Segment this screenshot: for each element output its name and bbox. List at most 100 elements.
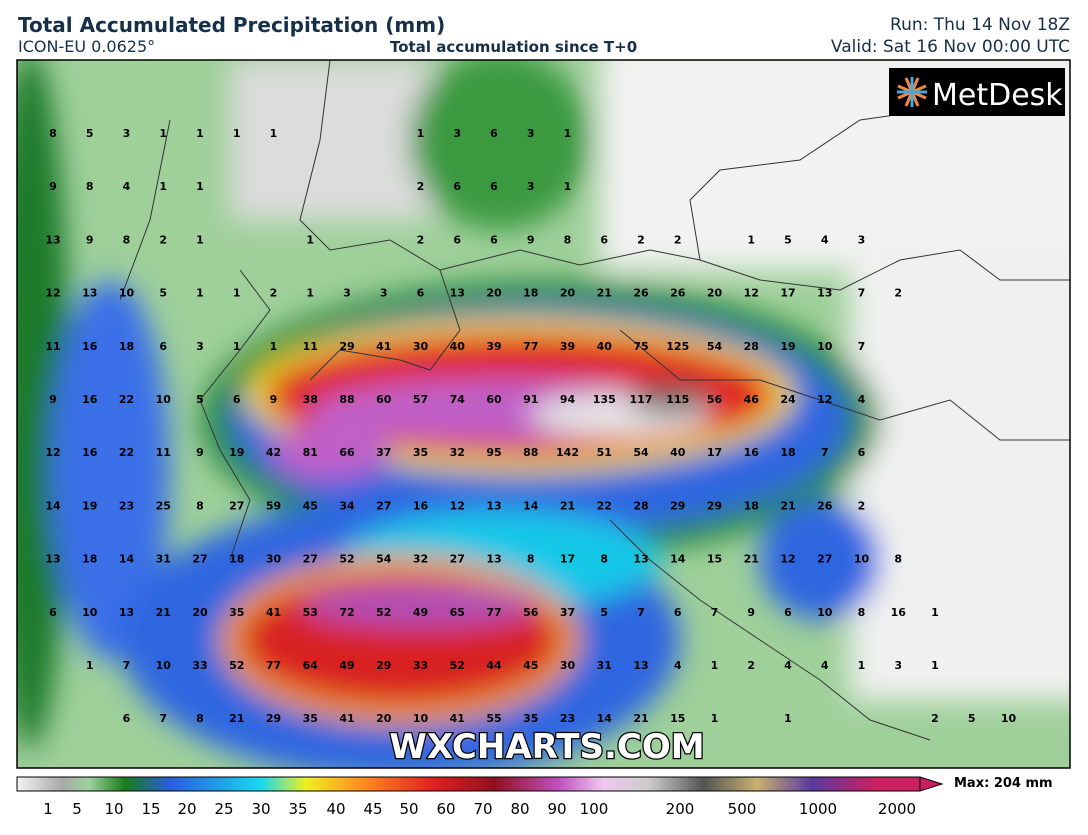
grid-value: 54 (707, 340, 723, 353)
grid-value: 7 (821, 446, 829, 459)
grid-value: 6 (490, 180, 498, 193)
grid-value: 1 (159, 127, 167, 140)
grid-value: 1 (931, 606, 939, 619)
grid-value: 19 (780, 340, 795, 353)
grid-value: 1 (196, 180, 204, 193)
grid-value: 21 (156, 606, 171, 619)
colorbar-label: 500 (728, 800, 757, 818)
colorbar-extend (919, 776, 944, 792)
grid-value: 53 (303, 606, 318, 619)
grid-value: 125 (666, 340, 689, 353)
grid-value: 39 (486, 340, 501, 353)
grid-value: 27 (303, 553, 318, 566)
grid-value: 7 (711, 606, 719, 619)
grid-value: 7 (858, 287, 866, 300)
grid-value: 8 (527, 553, 535, 566)
grid-value: 10 (1001, 712, 1017, 725)
grid-value: 2 (270, 287, 278, 300)
grid-value: 2 (674, 233, 682, 246)
grid-value: 29 (376, 659, 391, 672)
grid-value: 142 (556, 446, 579, 459)
grid-value: 14 (597, 712, 613, 725)
grid-value: 17 (560, 553, 575, 566)
grid-value: 91 (523, 393, 538, 406)
grid-value: 18 (82, 553, 97, 566)
grid-value: 5 (600, 606, 608, 619)
grid-value: 6 (417, 287, 425, 300)
grid-value: 65 (450, 606, 465, 619)
grid-value: 6 (784, 606, 792, 619)
colorbar-label: 40 (326, 800, 345, 818)
grid-value: 23 (119, 499, 134, 512)
grid-value: 19 (82, 499, 97, 512)
colorbar-label: 200 (666, 800, 695, 818)
grid-value: 13 (45, 553, 60, 566)
grid-value: 1 (270, 127, 278, 140)
grid-value: 30 (413, 340, 429, 353)
grid-value: 8 (123, 233, 131, 246)
grid-value: 12 (45, 287, 60, 300)
grid-value: 40 (450, 340, 466, 353)
grid-value: 6 (233, 393, 241, 406)
grid-value: 40 (670, 446, 686, 459)
colorbar-label: 70 (473, 800, 492, 818)
grid-value: 20 (486, 287, 502, 300)
grid-value: 9 (86, 233, 94, 246)
colorbar-label: 25 (214, 800, 233, 818)
grid-value: 5 (196, 393, 204, 406)
grid-value: 6 (159, 340, 167, 353)
grid-value: 9 (49, 180, 57, 193)
grid-value: 52 (229, 659, 244, 672)
grid-value: 2 (894, 287, 902, 300)
grid-value: 37 (560, 606, 575, 619)
grid-value: 21 (597, 287, 612, 300)
grid-value: 117 (630, 393, 653, 406)
logo-text: MetDesk (932, 78, 1063, 113)
grid-value: 2 (637, 233, 645, 246)
grid-value: 30 (266, 553, 282, 566)
grid-value: 11 (45, 340, 60, 353)
colorbar-label: 60 (436, 800, 455, 818)
title: Total Accumulated Precipitation (mm) (18, 13, 446, 37)
grid-value: 3 (453, 127, 461, 140)
grid-value: 33 (413, 659, 428, 672)
grid-value: 3 (380, 287, 388, 300)
grid-value: 8 (894, 553, 902, 566)
grid-value: 27 (229, 499, 244, 512)
colorbar-label: 50 (399, 800, 418, 818)
grid-value: 6 (453, 233, 461, 246)
colorbar-label: 35 (288, 800, 307, 818)
grid-value: 27 (450, 553, 465, 566)
colorbar-label: 1 (43, 800, 53, 818)
grid-value: 13 (119, 606, 134, 619)
grid-value: 5 (968, 712, 976, 725)
grid-value: 8 (196, 712, 204, 725)
grid-value: 34 (339, 499, 355, 512)
grid-value: 4 (784, 659, 792, 672)
grid-value: 4 (123, 180, 131, 193)
grid-value: 1 (233, 340, 241, 353)
grid-value: 45 (523, 659, 538, 672)
grid-value: 20 (560, 287, 576, 300)
valid-time: Valid: Sat 16 Nov 00:00 UTC (830, 37, 1070, 57)
grid-value: 13 (45, 233, 60, 246)
grid-value: 31 (597, 659, 612, 672)
grid-value: 41 (450, 712, 465, 725)
colorbar-labels: 1 5 10 15 20 25 30 35 40 45 50 60 70 80 90 100 200 500 100… (43, 800, 916, 818)
grid-value: 1 (564, 180, 572, 193)
grid-value: 8 (86, 180, 94, 193)
grid-value: 22 (119, 393, 134, 406)
grid-value: 12 (817, 393, 832, 406)
grid-value: 4 (858, 393, 866, 406)
grid-value: 45 (303, 499, 318, 512)
grid-value: 9 (747, 606, 755, 619)
grid-value: 13 (633, 553, 648, 566)
map-frame (16, 59, 1071, 769)
colorbar-label: 100 (580, 800, 609, 818)
grid-value: 7 (637, 606, 645, 619)
grid-value: 29 (339, 340, 354, 353)
grid-value: 1 (747, 233, 755, 246)
grid-value: 77 (523, 340, 538, 353)
grid-value: 26 (670, 287, 686, 300)
grid-value: 10 (156, 393, 172, 406)
